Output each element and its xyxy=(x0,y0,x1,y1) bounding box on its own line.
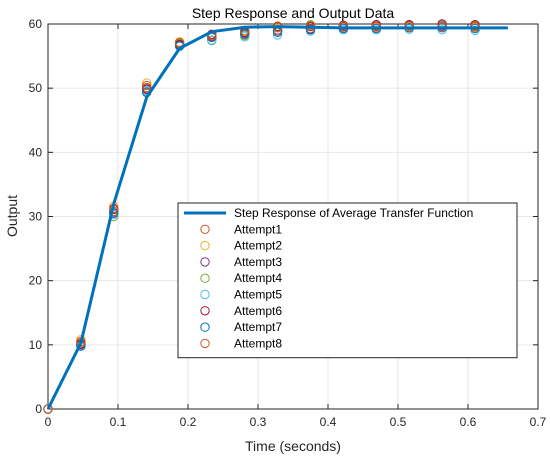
x-tick-label: 0.6 xyxy=(460,415,477,429)
legend-marker-swatch xyxy=(200,306,210,316)
data-point xyxy=(240,32,250,42)
y-tick-label: 0 xyxy=(35,402,42,416)
legend-marker-swatch xyxy=(200,289,210,300)
tick-labels: 0 0.1 0.2 0.3 0.4 0.5 0.6 0.7 0 10 20 30 40 50 60 xyxy=(29,17,547,429)
legend-entry-label: Attempt6 xyxy=(234,304,282,318)
legend-marker-swatch xyxy=(200,273,210,283)
legend: Step Response of Average Transfer Functi… xyxy=(177,202,518,359)
data-point xyxy=(305,25,316,35)
legend-entry-label: Attempt1 xyxy=(234,222,282,236)
x-tick-label: 0.4 xyxy=(320,415,337,429)
y-tick-label: 20 xyxy=(29,274,43,288)
x-tick-label: 0.5 xyxy=(390,415,407,429)
chart-title: Step Response and Output Data xyxy=(192,5,395,21)
series-line-average xyxy=(46,25,508,410)
legend-marker-swatch xyxy=(200,240,210,251)
legend-entry-label: Attempt4 xyxy=(234,271,282,285)
x-tick-label: 0.3 xyxy=(250,415,267,429)
legend-entry-label: Attempt7 xyxy=(234,320,282,334)
x-tick-label: 0.7 xyxy=(530,415,547,429)
y-axis-title: Output xyxy=(4,195,20,237)
legend-marker-swatch xyxy=(200,322,210,332)
data-point xyxy=(142,80,152,91)
legend-entry-label: Attempt3 xyxy=(234,255,282,269)
y-tick-label: 30 xyxy=(29,210,43,224)
data-point xyxy=(338,21,349,31)
x-tick-label: 0 xyxy=(45,415,52,429)
data-point xyxy=(404,21,414,31)
legend-marker-swatch xyxy=(200,257,210,267)
y-tick-label: 60 xyxy=(29,17,43,31)
data-point xyxy=(272,27,283,38)
series-layer xyxy=(43,19,508,414)
legend-box xyxy=(177,202,518,359)
legend-entry-label: Attempt2 xyxy=(234,239,282,253)
y-tick-label: 50 xyxy=(29,81,43,95)
y-tick-label: 40 xyxy=(29,145,43,159)
legend-entry-label: Attempt8 xyxy=(234,336,282,350)
data-point xyxy=(142,78,152,88)
legend-entry-label: Attempt5 xyxy=(234,288,282,302)
data-point xyxy=(240,28,250,39)
x-tick-label: 0.1 xyxy=(110,415,127,429)
data-point xyxy=(43,404,53,414)
x-tick-label: 0.2 xyxy=(180,415,197,429)
plot-box xyxy=(47,23,539,410)
y-tick-label: 10 xyxy=(29,338,43,352)
legend-entry-label: Step Response of Average Transfer Functi… xyxy=(234,206,473,220)
x-axis-title: Time (seconds) xyxy=(245,438,341,454)
legend-marker-swatch xyxy=(200,338,210,349)
legend-marker-swatch xyxy=(200,224,210,235)
data-point xyxy=(207,35,217,46)
